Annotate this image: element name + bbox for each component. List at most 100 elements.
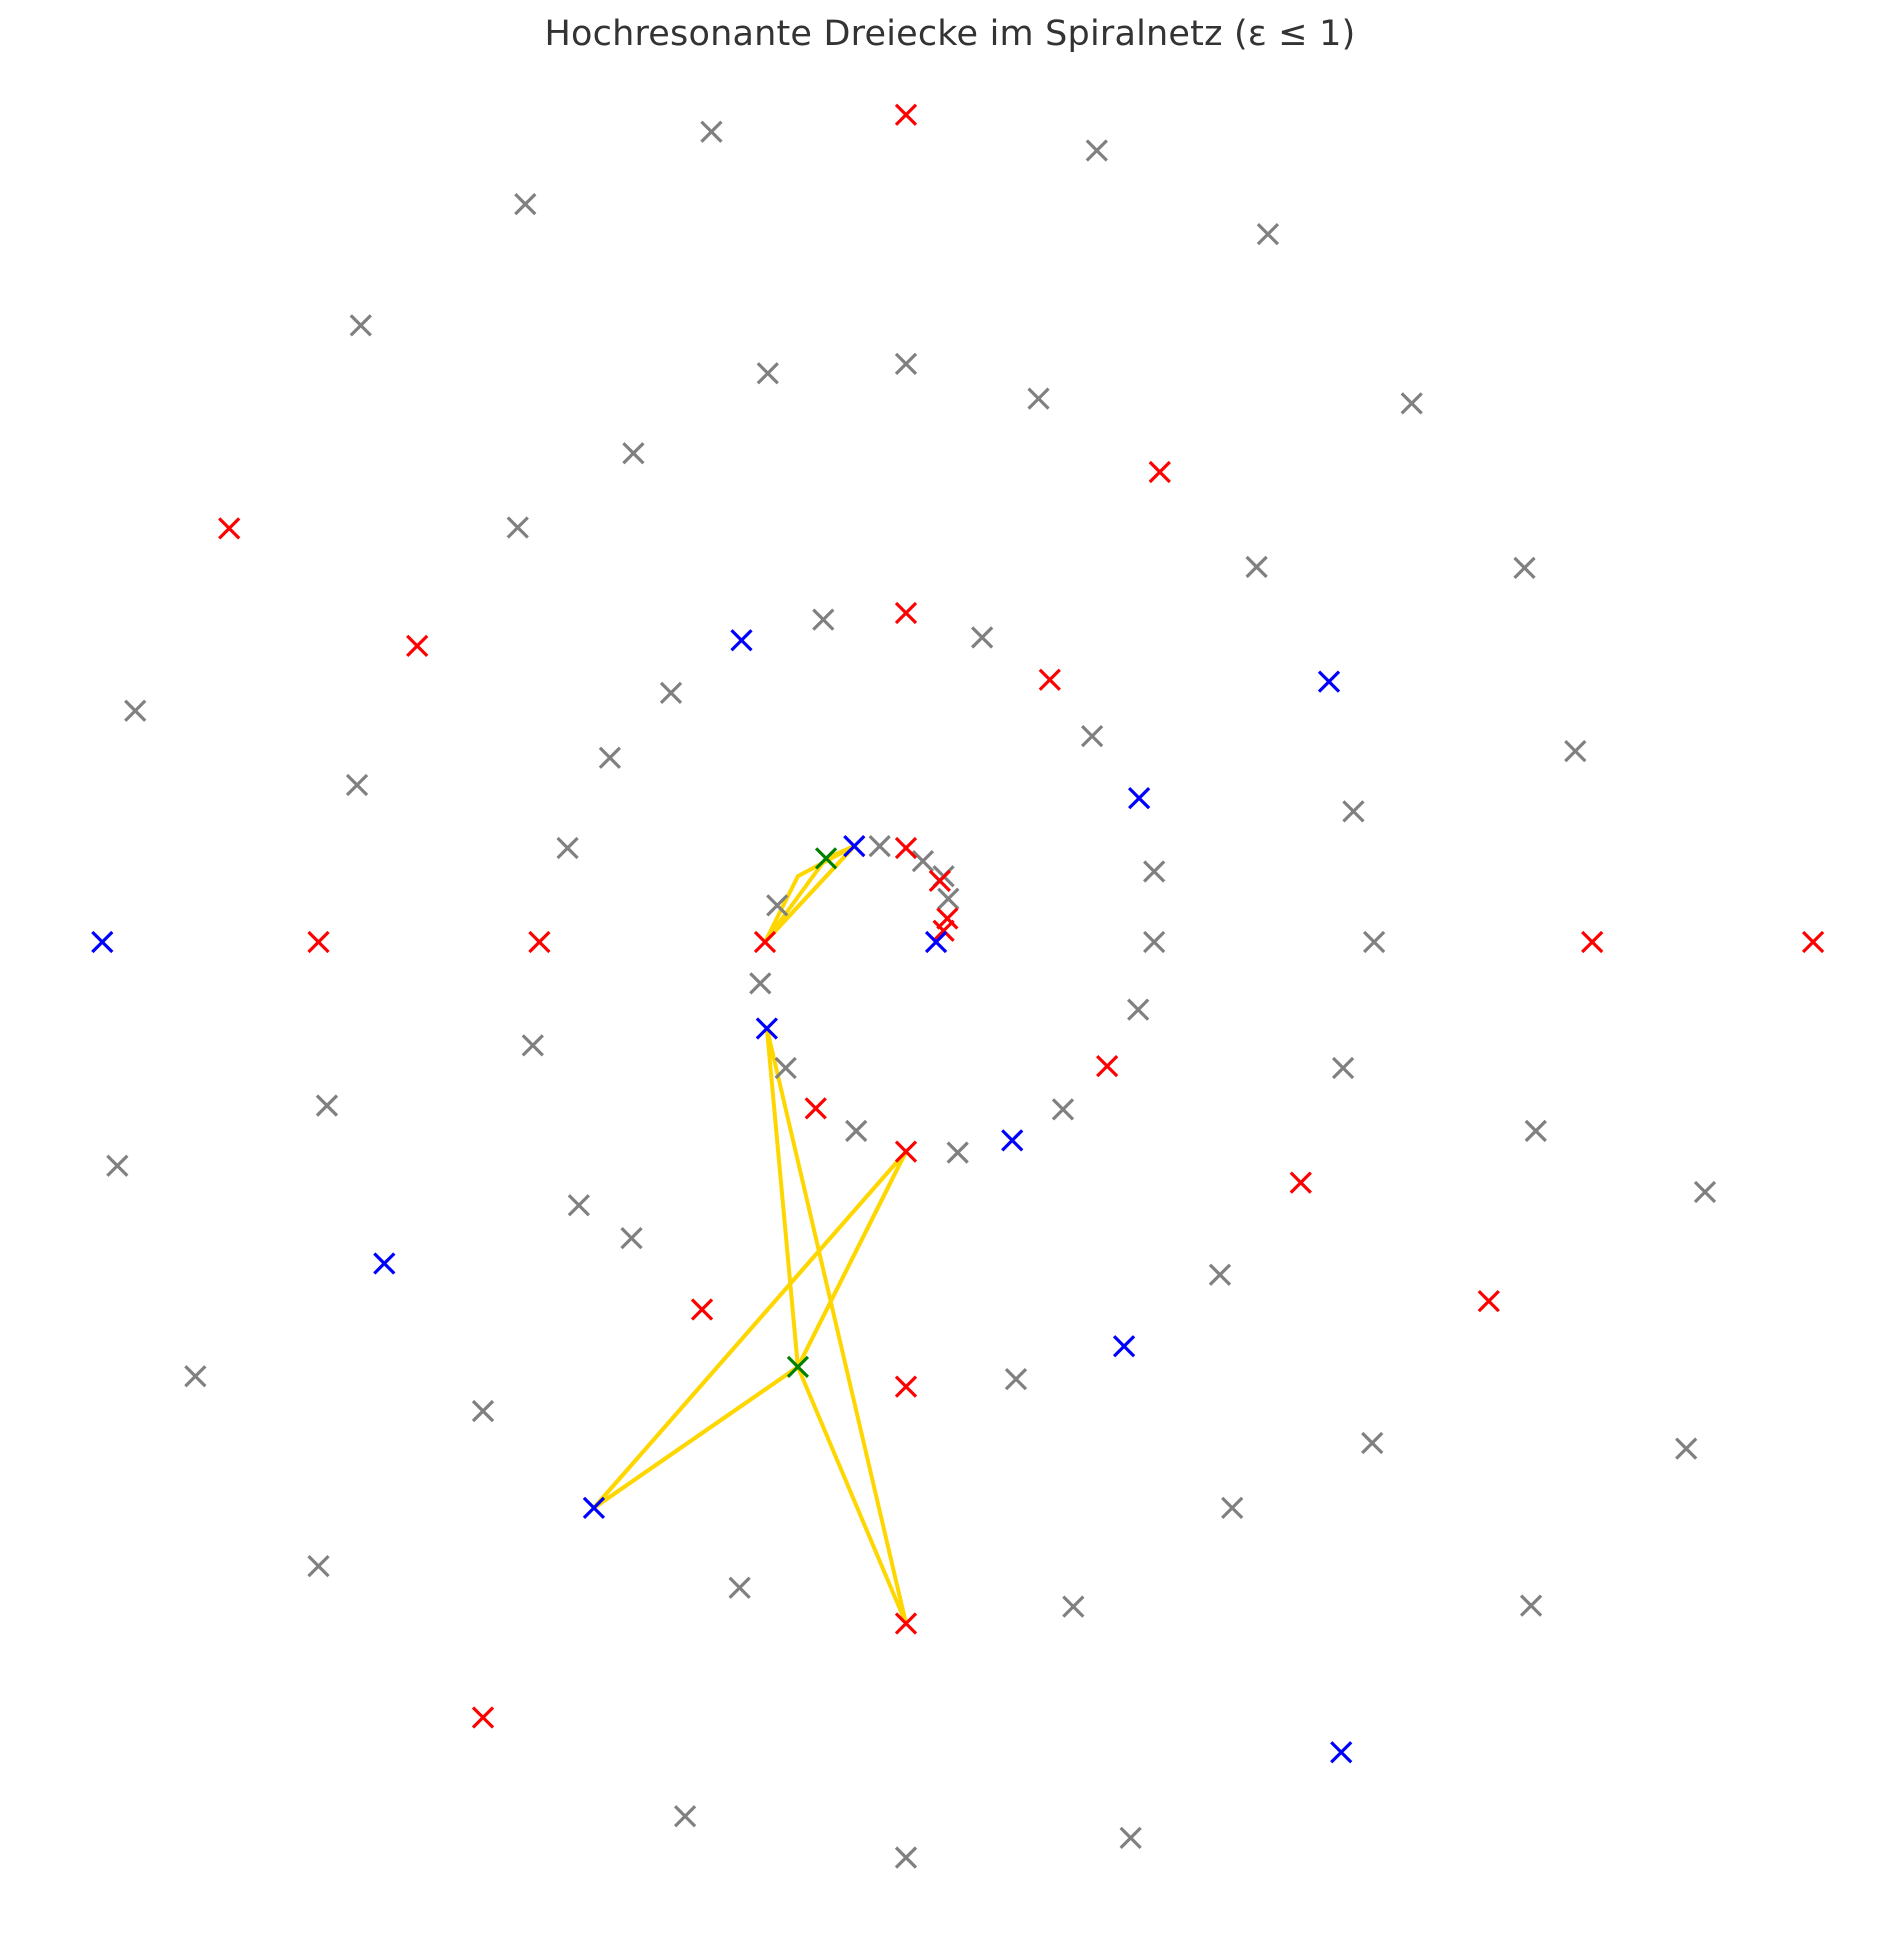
gray-point-35 — [774, 1056, 797, 1080]
gray-point-23 — [556, 836, 579, 860]
gray-point-25 — [766, 894, 789, 917]
blue-point-9 — [373, 1252, 396, 1275]
gray-point-17 — [124, 699, 147, 722]
gray-point-56 — [1675, 1437, 1698, 1460]
blue-point-5 — [924, 930, 948, 954]
blue-point-1 — [730, 629, 753, 652]
red-point-11 — [753, 930, 777, 954]
gray-point-27 — [911, 850, 935, 873]
gray-point-11 — [506, 516, 529, 539]
red-point-8 — [928, 869, 951, 893]
gray-point-47 — [471, 1399, 495, 1423]
red-point-20 — [690, 1298, 714, 1321]
red-point-19 — [1289, 1171, 1312, 1194]
gray-point-12 — [1245, 555, 1268, 579]
gray-point-20 — [1564, 740, 1587, 763]
gray-point-51 — [307, 1555, 330, 1578]
gray-point-50 — [1361, 1431, 1384, 1455]
gray-point-22 — [1342, 800, 1365, 823]
gray-point-15 — [971, 626, 994, 649]
blue-point-2 — [1317, 670, 1341, 693]
gray-point-19 — [598, 746, 622, 769]
gray-point-29 — [937, 887, 960, 910]
gray-point-36 — [1331, 1056, 1355, 1080]
gray-point-58 — [894, 1846, 918, 1869]
red-point-14 — [1581, 930, 1604, 954]
gray-point-6 — [756, 362, 779, 385]
resonant-triangle-2 — [763, 844, 857, 944]
gray-point-10 — [622, 442, 645, 465]
marker-layer — [91, 103, 1825, 1869]
gray-point-13 — [1513, 556, 1536, 580]
gray-point-16 — [659, 681, 683, 705]
gray-point-38 — [1051, 1098, 1075, 1121]
red-point-6 — [1038, 668, 1061, 691]
gray-point-39 — [845, 1119, 868, 1143]
red-point-10 — [932, 919, 955, 942]
gray-point-14 — [812, 608, 835, 631]
gray-point-1 — [700, 120, 723, 143]
blue-point-12 — [1330, 1741, 1353, 1764]
red-point-4 — [406, 634, 429, 658]
blue-point-3 — [1127, 787, 1151, 810]
gray-point-57 — [673, 1805, 697, 1828]
blue-point-4 — [843, 834, 866, 858]
resonant-triangle-5 — [591, 1149, 908, 1510]
gray-point-48 — [1004, 1367, 1028, 1391]
red-point-7 — [894, 836, 918, 860]
gray-point-44 — [620, 1226, 643, 1250]
gray-point-42 — [567, 1194, 591, 1217]
gray-point-5 — [349, 314, 372, 337]
red-point-12 — [528, 930, 551, 954]
red-point-21 — [1477, 1289, 1500, 1313]
gray-point-32 — [1362, 930, 1386, 954]
red-point-3 — [218, 517, 241, 540]
gray-point-37 — [315, 1094, 339, 1117]
gray-point-43 — [1524, 1119, 1547, 1143]
gray-point-33 — [521, 1034, 544, 1057]
red-point-17 — [1096, 1054, 1119, 1078]
red-point-1 — [894, 103, 918, 126]
gray-point-53 — [1221, 1496, 1244, 1520]
gray-point-26 — [868, 834, 891, 858]
red-point-23 — [894, 1612, 918, 1635]
gray-point-9 — [1400, 392, 1423, 415]
gray-point-7 — [894, 352, 918, 376]
gray-point-41 — [106, 1154, 129, 1177]
gray-point-18 — [1080, 725, 1104, 748]
gray-point-45 — [1208, 1263, 1232, 1286]
gray-point-30 — [749, 972, 772, 995]
gray-point-40 — [946, 1141, 969, 1164]
chart-title: Hochresonante Dreiecke im Spiralnetz (ε … — [544, 14, 1356, 54]
gray-point-3 — [514, 192, 537, 216]
gray-point-52 — [728, 1576, 751, 1599]
gray-point-55 — [1519, 1594, 1543, 1617]
gray-point-21 — [345, 773, 369, 797]
gray-point-2 — [1085, 139, 1108, 162]
red-point-16 — [804, 1097, 827, 1120]
gray-point-4 — [1256, 223, 1280, 246]
red-point-9 — [936, 907, 959, 930]
gray-point-46 — [184, 1365, 207, 1388]
resonant-triangle-3 — [764, 1026, 908, 1626]
gray-point-59 — [1119, 1826, 1142, 1849]
red-point-5 — [894, 601, 918, 625]
triangle-layer — [591, 844, 908, 1626]
gray-point-34 — [1127, 998, 1150, 1021]
red-point-2 — [1148, 460, 1171, 484]
red-point-18 — [894, 1140, 918, 1163]
blue-point-8 — [1001, 1129, 1024, 1152]
gray-point-31 — [1143, 930, 1166, 954]
red-point-24 — [471, 1706, 495, 1729]
gray-point-49 — [1693, 1180, 1717, 1204]
red-point-13 — [307, 930, 330, 954]
green-point-1 — [814, 847, 838, 870]
gray-point-24 — [1143, 860, 1166, 883]
red-point-22 — [894, 1375, 918, 1398]
gray-point-54 — [1062, 1595, 1085, 1618]
blue-point-10 — [1112, 1335, 1136, 1358]
blue-point-11 — [582, 1496, 606, 1520]
gray-point-8 — [1027, 387, 1050, 410]
green-point-2 — [786, 1355, 810, 1379]
